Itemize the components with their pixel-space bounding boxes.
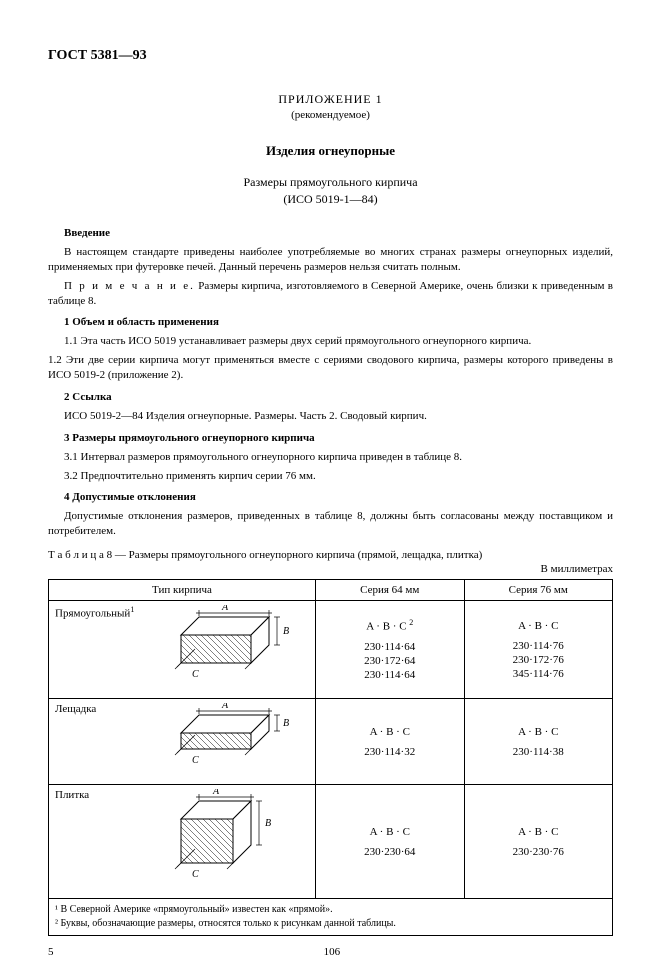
dimension-value: 230·114·38 bbox=[471, 746, 607, 758]
appendix-title: ПРИЛОЖЕНИЕ 1 bbox=[48, 92, 613, 107]
dimension-value: 230·114·64 bbox=[322, 669, 458, 681]
dimension-value: A · B · C bbox=[471, 726, 607, 738]
dimension-value: 345·114·76 bbox=[471, 668, 607, 680]
svg-text:A: A bbox=[221, 605, 229, 613]
type-cell: Плитка A B C bbox=[49, 785, 316, 899]
section-2-heading: 2 Ссылка bbox=[64, 391, 613, 403]
svg-text:C: C bbox=[192, 669, 199, 680]
series-76-cell: A · B · C 230·114·76 230·172·76 345·114·76 bbox=[464, 601, 613, 699]
header-series-76: Серия 76 мм bbox=[464, 580, 613, 601]
appendix-subtitle: (рекомендуемое) bbox=[48, 109, 613, 121]
svg-text:B: B bbox=[283, 626, 289, 637]
table-row: Лещадка A B C A · B · C 230·114·32 A · B · C 23… bbox=[49, 699, 613, 785]
table-footnotes-row: ¹ В Северной Америке «прямоугольный» изв… bbox=[49, 899, 613, 936]
dimension-value: 230·114·76 bbox=[471, 640, 607, 652]
document-code: ГОСТ 5381—93 bbox=[48, 48, 613, 64]
intro-note: П р и м е ч а н и е. Размеры кирпича, из… bbox=[48, 279, 613, 309]
section-1-heading: 1 Объем и область применения bbox=[64, 316, 613, 328]
series-64-cell: A · B · C 230·114·32 bbox=[316, 699, 465, 785]
table-body: Прямоугольный1 A B C A · B · C 2 230·114·64 23… bbox=[49, 601, 613, 899]
series-76-cell: A · B · C 230·230·76 bbox=[464, 785, 613, 899]
dimension-value: A · B · C bbox=[471, 826, 607, 838]
section-3-heading: 3 Размеры прямоугольного огнеупорного ки… bbox=[64, 432, 613, 444]
section-2-p1: ИСО 5019-2—84 Изделия огнеупорные. Разме… bbox=[48, 409, 613, 424]
series-64-cell: A · B · C 2 230·114·64 230·172·64 230·114·6… bbox=[316, 601, 465, 699]
brick-diagram: A B C bbox=[151, 789, 291, 891]
section-4-heading: 4 Допустимые отклонения bbox=[64, 491, 613, 503]
table-header-row: Тип кирпича Серия 64 мм Серия 76 мм bbox=[49, 580, 613, 601]
page-number-left: 5 bbox=[48, 946, 54, 958]
page: ГОСТ 5381—93 ПРИЛОЖЕНИЕ 1 (рекомендуемое… bbox=[0, 0, 661, 978]
footnote-2: ² Буквы, обозначающие размеры, относятся… bbox=[55, 917, 606, 931]
brick-type-label: Прямоугольный1 bbox=[55, 605, 143, 620]
iso-code: (ИСО 5019-1—84) bbox=[48, 192, 613, 207]
svg-text:B: B bbox=[283, 718, 289, 729]
intro-paragraph-1: В настоящем стандарте приведены наиболее… bbox=[48, 245, 613, 275]
dimension-value: A · B · C bbox=[471, 620, 607, 632]
table-caption: Т а б л и ц а 8 — Размеры прямоугольного… bbox=[48, 549, 613, 561]
type-cell: Лещадка A B C bbox=[49, 699, 316, 785]
svg-text:B: B bbox=[265, 818, 271, 829]
footnote-1: ¹ В Северной Америке «прямоугольный» изв… bbox=[55, 903, 606, 917]
dimension-value: A · B · C 2 bbox=[322, 618, 458, 633]
svg-text:C: C bbox=[192, 755, 199, 766]
svg-text:A: A bbox=[212, 789, 220, 797]
series-76-cell: A · B · C 230·114·38 bbox=[464, 699, 613, 785]
subtitle: Размеры прямоугольного кирпича bbox=[48, 175, 613, 190]
table-footnotes: ¹ В Северной Америке «прямоугольный» изв… bbox=[49, 899, 613, 936]
header-type: Тип кирпича bbox=[49, 580, 316, 601]
dimension-value: 230·230·64 bbox=[322, 846, 458, 858]
table-row: Плитка A B C A · B · C 230·230·64 A · B · C 230… bbox=[49, 785, 613, 899]
page-number-center: 106 bbox=[324, 946, 341, 958]
header-series-64: Серия 64 мм bbox=[316, 580, 465, 601]
intro-heading: Введение bbox=[64, 227, 613, 239]
brick-diagram: A B C bbox=[151, 605, 309, 691]
svg-text:C: C bbox=[192, 869, 199, 880]
dimension-value: 230·230·76 bbox=[471, 846, 607, 858]
section-1-p1: 1.1 Эта часть ИСО 5019 устанавливает раз… bbox=[48, 334, 613, 349]
brick-type-label: Лещадка bbox=[55, 703, 143, 715]
brick-diagram: A B C bbox=[151, 703, 309, 777]
dimension-value: 230·114·64 bbox=[322, 641, 458, 653]
dimension-value: 230·172·64 bbox=[322, 655, 458, 667]
type-cell: Прямоугольный1 A B C bbox=[49, 601, 316, 699]
dimensions-table: Тип кирпича Серия 64 мм Серия 76 мм Прям… bbox=[48, 579, 613, 936]
main-title: Изделия огнеупорные bbox=[48, 143, 613, 159]
brick-type-label: Плитка bbox=[55, 789, 143, 801]
dimension-value: A · B · C bbox=[322, 726, 458, 738]
note-label: П р и м е ч а н и е. bbox=[64, 280, 195, 292]
section-1-p2: 1.2 Эти две серии кирпича могут применят… bbox=[48, 353, 613, 383]
dimension-value: A · B · C bbox=[322, 826, 458, 838]
page-footer-spacer bbox=[610, 946, 613, 958]
table-units: В миллиметрах bbox=[48, 563, 613, 575]
dimension-value: 230·172·76 bbox=[471, 654, 607, 666]
dimension-value: 230·114·32 bbox=[322, 746, 458, 758]
series-64-cell: A · B · C 230·230·64 bbox=[316, 785, 465, 899]
page-footer: 5 106 bbox=[48, 946, 613, 958]
table-row: Прямоугольный1 A B C A · B · C 2 230·114·64 23… bbox=[49, 601, 613, 699]
section-4-p1: Допустимые отклонения размеров, приведен… bbox=[48, 509, 613, 539]
svg-text:A: A bbox=[221, 703, 229, 711]
section-3-p2: 3.2 Предпочтительно применять кирпич сер… bbox=[48, 469, 613, 484]
section-3-p1: 3.1 Интервал размеров прямоугольного огн… bbox=[48, 450, 613, 465]
